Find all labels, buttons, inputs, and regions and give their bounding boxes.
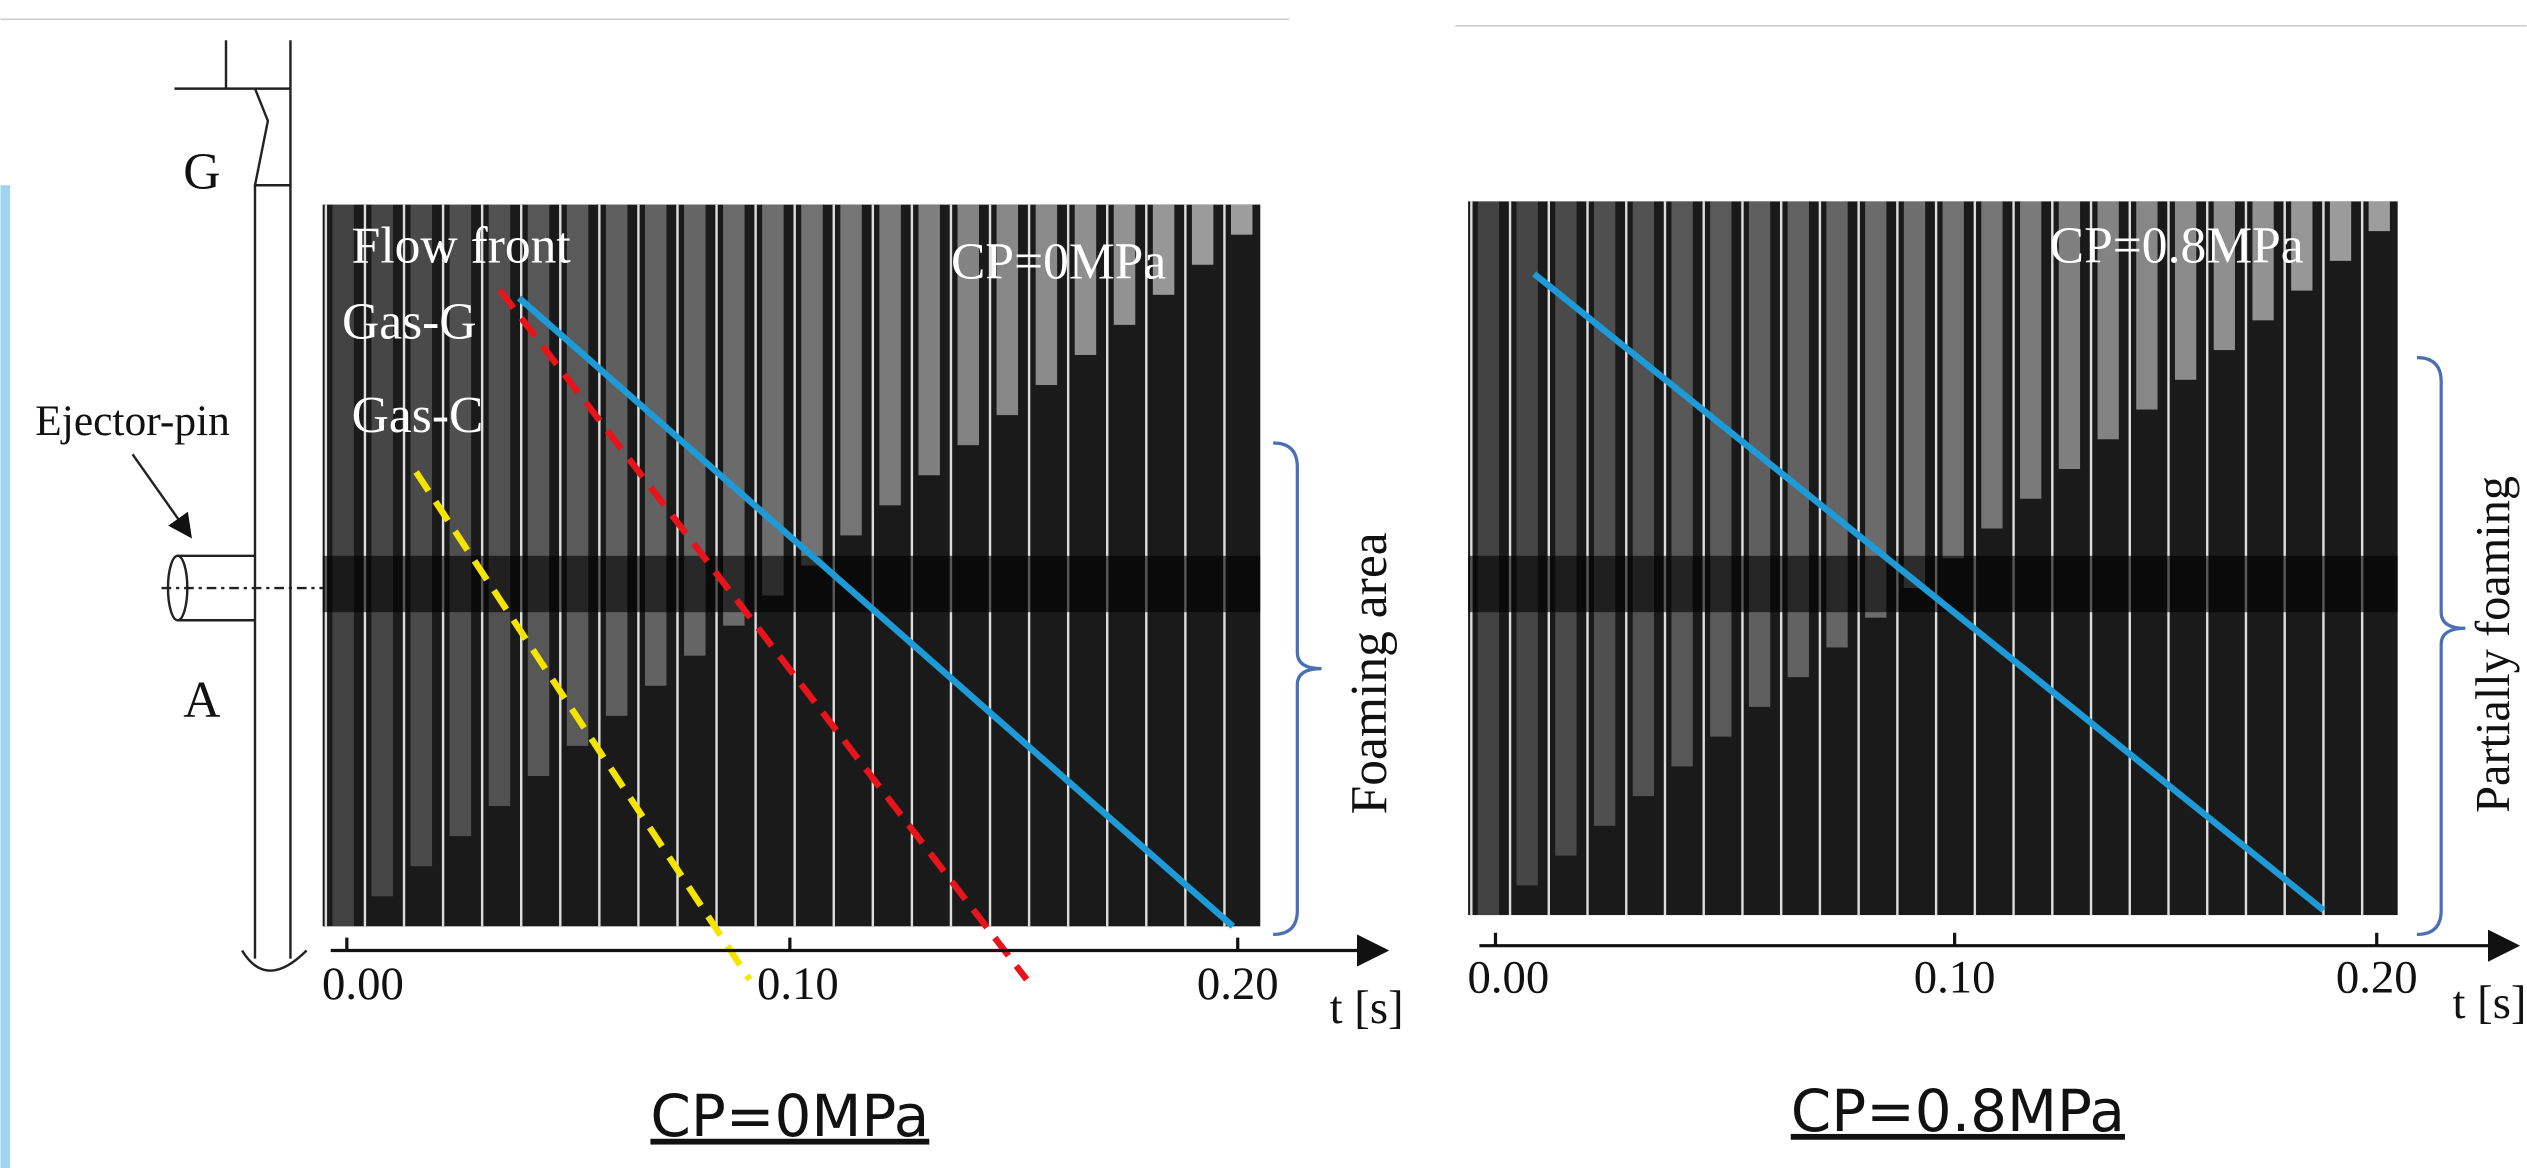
frame-fill [488,204,511,807]
flow-front-line [1532,271,2326,913]
mold-diagram [131,40,323,972]
frame-fill [918,204,940,476]
frame-fill [723,204,745,626]
gas-c-line [413,470,753,982]
frame-fill [1035,204,1058,386]
frame-fill [1826,201,1848,648]
frame-fill [2020,201,2042,499]
frame-fill [527,204,550,776]
frame-fill [1555,201,1577,856]
frame-fill [2291,201,2313,291]
photo-band [1468,555,2398,613]
bracket [1273,441,1322,937]
tick-label: 0.10 [757,958,839,1010]
frame-fill [879,204,901,506]
gas-g-line [497,288,1030,982]
frame-fill [1710,201,1732,737]
flow-front-label: Flow front [352,218,572,275]
frame-fill [1903,201,1926,588]
frame-fill [1942,201,1964,559]
bracket [2416,356,2466,937]
frame-fill [1865,201,1887,618]
condition-label: CP=0MPa [951,234,1166,291]
photo-band [322,555,1261,613]
frame-fill [684,204,706,656]
frame-fill [2136,201,2158,410]
axis-label: t [s] [2453,977,2527,1029]
tick-label: 0.20 [1197,958,1279,1010]
frame-fill [2368,201,2390,232]
frame-fill [2329,201,2352,261]
frame-fill [566,204,589,746]
frame-fill [1191,204,1214,265]
frame-fill [801,204,823,566]
frame-fill [1230,204,1253,235]
frame-fill [1632,201,1655,797]
axis-ticks [345,937,1240,951]
axis-label: t [s] [1330,982,1404,1034]
frame-fill [2097,201,2119,440]
ejector-label: Ejector-pin [35,397,230,445]
frame-fill [2213,201,2235,351]
gas-c-label: Gas-C [352,387,484,444]
tick-label: 0.00 [1467,951,1549,1003]
axis-ticks [1493,932,2379,946]
region-label: Foaming area [1341,532,1398,814]
gate-label: G [183,143,220,200]
frame-fill [449,204,472,837]
frame-fill [410,204,433,867]
side-bar [0,185,11,1168]
frame-fill [2058,201,2081,470]
condition-label: CP=0.8MPa [2050,218,2304,275]
region-label: Partially foaming [2467,476,2520,813]
tick-label: 0.00 [322,958,404,1010]
frame-fill [1152,204,1175,295]
frame-fill [957,204,979,446]
frame-fill [1981,201,2003,529]
frame-fill [644,204,667,686]
flow-front-line [517,295,1236,929]
frame-fill [1516,201,1538,886]
caption: CP=0.8MPa [1791,1077,2125,1145]
frame-fill [2252,201,2274,321]
frame-fill [1074,204,1097,355]
frame-fill [1593,201,1616,826]
frame-fill [996,204,1019,416]
frame-fill [371,204,393,897]
frame-fill [2174,201,2197,380]
gas-g-label: Gas-G [342,293,477,350]
point-label: A [183,672,220,729]
frame-fill [840,204,862,536]
frame-fill [605,204,628,716]
frame-fill [762,204,784,596]
caption: CP=0MPa [650,1082,929,1150]
frame-fill [1671,201,1693,767]
tick-label: 0.20 [2336,951,2418,1003]
frame-fill [1113,204,1136,325]
tick-label: 0.10 [1914,951,1996,1003]
